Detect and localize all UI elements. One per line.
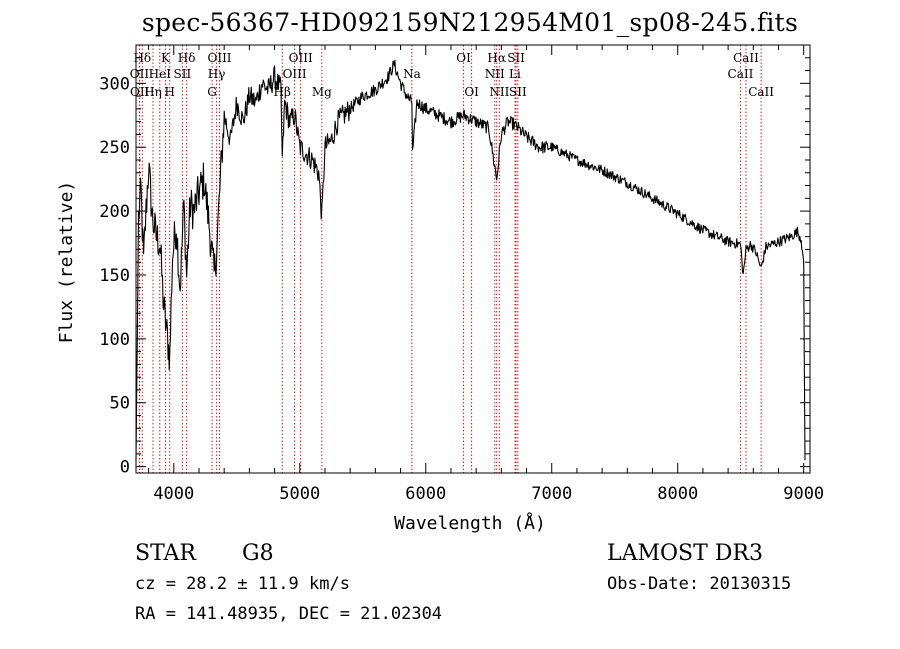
y-tick-label-200: 200: [99, 202, 130, 222]
y-tick-label-150: 150: [99, 266, 130, 286]
marker-label-13: OIII: [283, 67, 307, 81]
marker-label-11: SII: [174, 67, 192, 81]
y-tick-label-0: 0: [120, 458, 130, 478]
marker-label-24: OI: [464, 85, 479, 99]
y-tick-label-300: 300: [99, 74, 130, 94]
marker-label-3: OIII: [207, 51, 231, 65]
marker-label-7: SII: [507, 51, 525, 65]
y-tick-label-100: 100: [99, 330, 130, 350]
marker-label-18: OII: [130, 85, 150, 99]
marker-label-16: Li: [509, 67, 521, 81]
marker-lines-group: [138, 45, 762, 473]
axes-group: 4000 5000 6000 7000 8000 9000 0 50 100 150 200 250 3…: [99, 44, 824, 504]
marker-label-25: NII: [489, 85, 509, 99]
y-axis-label: Flux (relative): [56, 181, 77, 344]
survey-name: LAMOST DR3: [607, 541, 763, 566]
marker-label-6: Hα: [487, 51, 506, 65]
spectrum-group: [135, 59, 806, 461]
marker-label-9: OII: [130, 67, 150, 81]
marker-label-20: H: [165, 85, 175, 99]
x-tick-label-4000: 4000: [153, 484, 194, 504]
spectrum-line: [135, 59, 806, 461]
marker-label-5: OI: [456, 51, 471, 65]
marker-label-26: SII: [509, 85, 527, 99]
marker-label-14: Na: [403, 67, 421, 81]
x-axis-label: Wavelength (Å): [394, 512, 546, 534]
y-tick-label-250: 250: [99, 138, 130, 158]
redshift-cz: cz = 28.2 ± 11.9 km/s: [135, 574, 350, 594]
marker-label-8: CaII: [733, 51, 759, 65]
x-tick-label-9000: 9000: [783, 484, 824, 504]
x-tick-label-8000: 8000: [657, 484, 698, 504]
plot-frame: [135, 44, 811, 474]
coordinates: RA = 141.48935, DEC = 21.02304: [135, 604, 443, 624]
marker-label-19: Hη: [144, 85, 162, 99]
marker-label-22: Hβ: [274, 85, 291, 99]
y-tick-label-50: 50: [110, 394, 130, 414]
marker-label-1: K: [161, 51, 171, 65]
x-tick-label-5000: 5000: [279, 484, 320, 504]
marker-label-4: OIII: [289, 51, 313, 65]
x-tick-label-7000: 7000: [531, 484, 572, 504]
object-subclass: G8: [242, 541, 274, 566]
marker-label-12: Hγ: [208, 67, 226, 81]
object-class: STAR: [135, 541, 196, 566]
chart-title: spec-56367-HD092159N212954M01_sp08-245.f…: [141, 8, 799, 37]
marker-label-27: CaII: [748, 85, 774, 99]
observation-date: Obs-Date: 20130315: [607, 574, 792, 594]
marker-label-21: G: [207, 85, 217, 99]
x-tick-label-6000: 6000: [405, 484, 446, 504]
marker-label-2: Hδ: [178, 51, 196, 65]
marker-label-17: CaII: [728, 67, 754, 81]
marker-label-23: Mg: [312, 85, 332, 99]
marker-label-15: NII: [485, 67, 505, 81]
marker-label-0: Hδ: [133, 51, 151, 65]
marker-label-10: HeI: [149, 67, 172, 81]
